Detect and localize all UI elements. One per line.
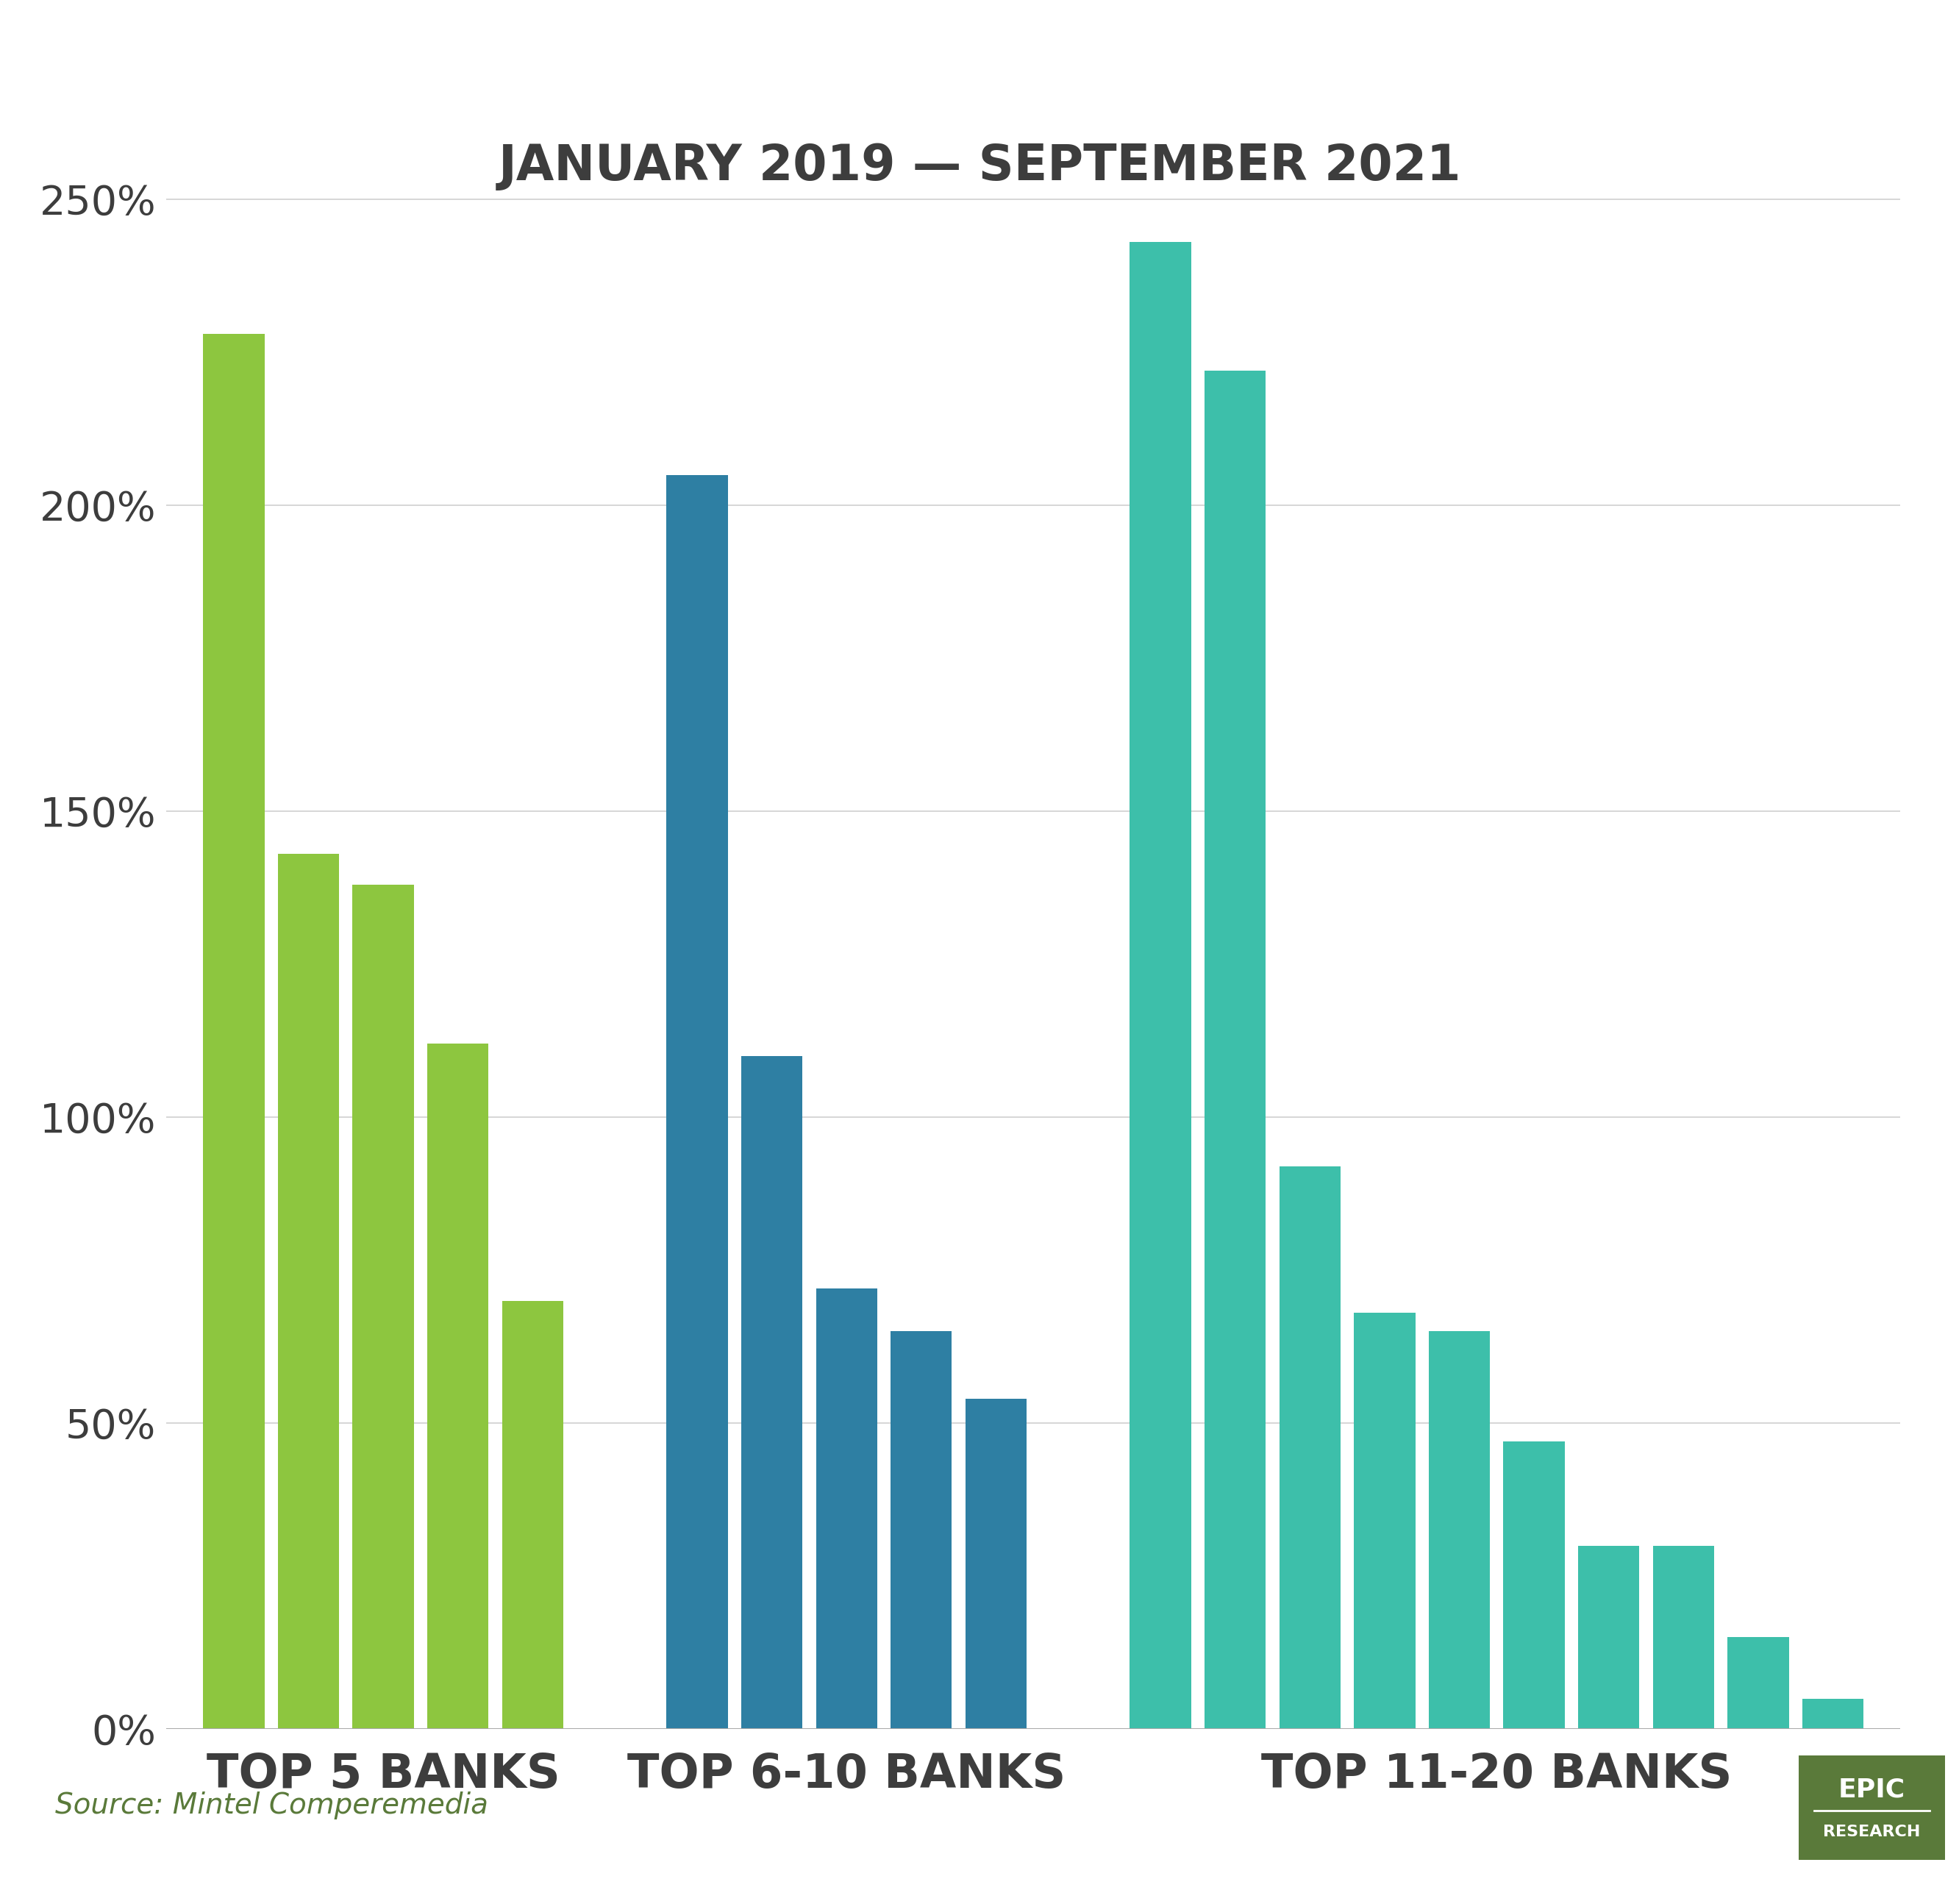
Bar <box>1579 1546 1640 1729</box>
Bar <box>1354 1314 1414 1729</box>
Bar <box>891 1331 952 1729</box>
Bar <box>666 474 727 1729</box>
Bar <box>1279 1165 1340 1729</box>
Bar <box>1428 1331 1491 1729</box>
Text: EPIC: EPIC <box>1838 1776 1906 1803</box>
Text: INDEXED DIRECT MAIL CROSS SELL INTENSITY: INDEXED DIRECT MAIL CROSS SELL INTENSITY <box>63 34 1704 95</box>
Bar <box>1653 1546 1714 1729</box>
Text: JANUARY 2019 — SEPTEMBER 2021: JANUARY 2019 — SEPTEMBER 2021 <box>498 143 1461 190</box>
Text: Source: Mintel Comperemedia: Source: Mintel Comperemedia <box>55 1792 488 1818</box>
Bar <box>278 855 339 1729</box>
Bar <box>1205 371 1266 1729</box>
Bar <box>815 1289 878 1729</box>
Bar <box>1130 242 1191 1729</box>
Bar <box>427 1043 488 1729</box>
Bar <box>741 1057 803 1729</box>
Bar <box>966 1399 1027 1729</box>
Text: RESEARCH: RESEARCH <box>1824 1824 1920 1839</box>
FancyBboxPatch shape <box>1798 1755 1945 1860</box>
Bar <box>1728 1637 1789 1729</box>
Bar <box>204 333 264 1729</box>
Bar <box>502 1300 564 1729</box>
Bar <box>1503 1441 1565 1729</box>
Bar <box>353 885 413 1729</box>
Bar <box>1802 1698 1863 1729</box>
